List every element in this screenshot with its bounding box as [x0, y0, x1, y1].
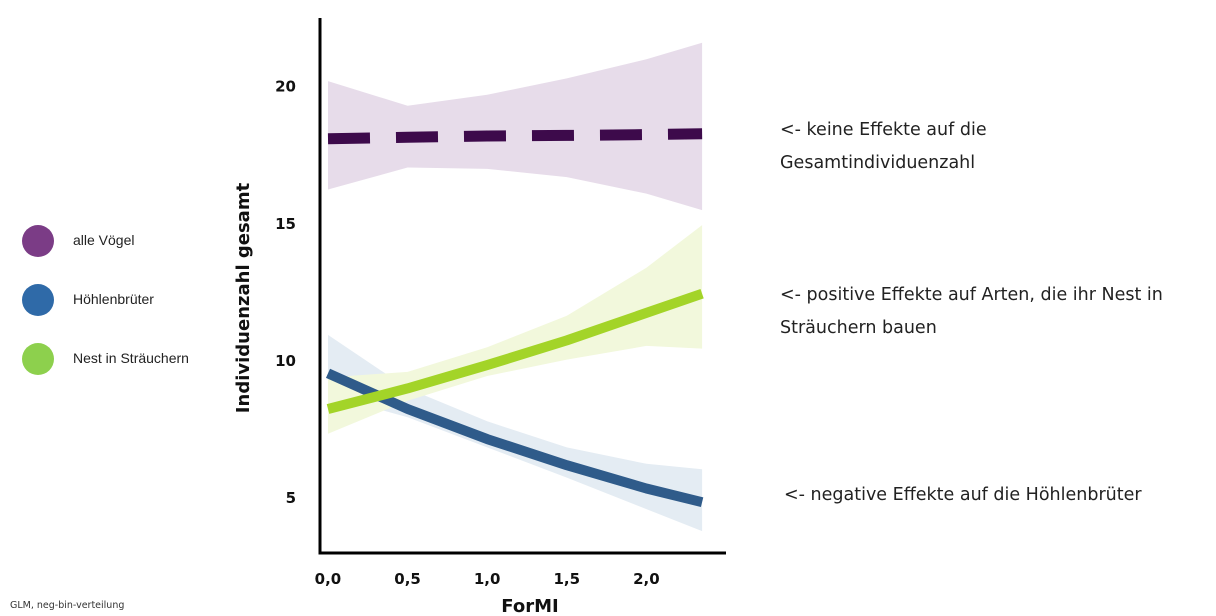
- y-tick-label: 15: [275, 215, 296, 233]
- legend-label: alle Vögel: [73, 232, 135, 248]
- series-lines: [325, 128, 704, 508]
- band-alle-voegel: [328, 42, 703, 211]
- line-hoehlenbrueter: [325, 368, 704, 508]
- x-tick-label: 1,5: [553, 570, 580, 588]
- x-tick-labels: 0,0 0,5 1,0 1,5 2,0: [315, 570, 660, 588]
- line-nest-in-straeuchern: [326, 288, 704, 414]
- legend-item-alle-voegel: alle Vögel: [18, 222, 228, 257]
- annotation-no-effect: <- keine Effekte auf die Gesamtindividue…: [780, 120, 987, 173]
- y-tick-label: 20: [275, 78, 296, 96]
- legend-item-hoehlenbrueter: Höhlenbrüter: [18, 281, 228, 316]
- legend-item-nest-in-straeuchern: Nest in Sträuchern: [18, 340, 228, 375]
- legend: alle Vögel Höhlenbrüter Nest in Sträuche…: [18, 222, 228, 399]
- annotation-negative-effect: <- negative Effekte auf die Höhlenbrüter: [784, 485, 1142, 505]
- y-axis-label: Individuenzahl gesamt: [233, 182, 254, 413]
- model-note: GLM, neg-bin-verteilung: [10, 600, 125, 611]
- y-tick-label: 10: [275, 352, 296, 370]
- y-tick-label: 5: [286, 489, 296, 507]
- x-tick-label: 1,0: [474, 570, 501, 588]
- legend-label: Nest in Sträuchern: [73, 350, 189, 366]
- legend-label: Höhlenbrüter: [73, 291, 154, 307]
- y-tick-labels: 5 10 15 20: [275, 78, 296, 508]
- x-tick-label: 0,5: [394, 570, 421, 588]
- x-axis-label: ForMI: [501, 596, 558, 616]
- x-tick-label: 2,0: [633, 570, 660, 588]
- x-tick-label: 0,0: [315, 570, 342, 588]
- annotation-positive-effect: <- positive Effekte auf Arten, die ihr N…: [780, 285, 1163, 338]
- legend-dot-icon: [22, 225, 54, 257]
- legend-dot-icon: [22, 284, 54, 316]
- confidence-bands: [328, 42, 703, 532]
- legend-dot-icon: [22, 343, 54, 375]
